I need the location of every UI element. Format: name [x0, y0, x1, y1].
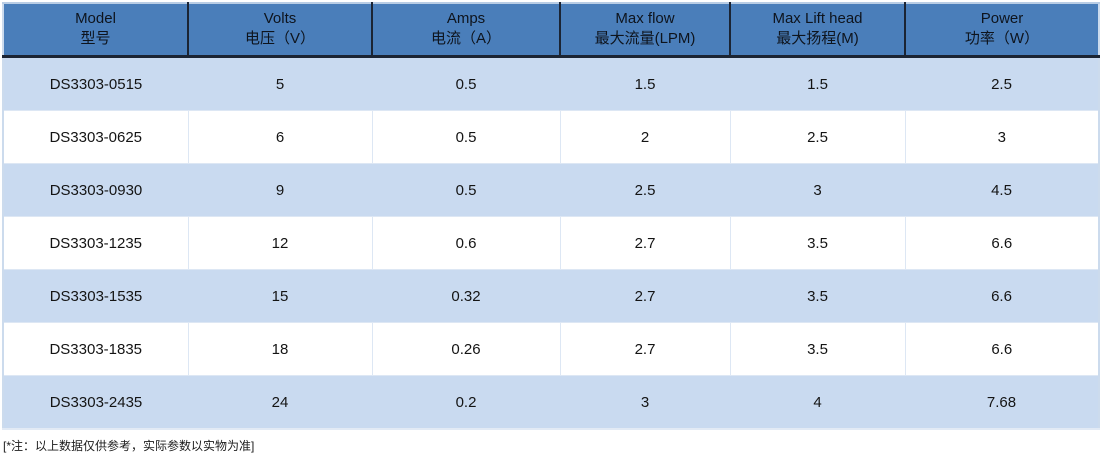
column-header-max-flow: Max flow 最大流量(LPM) — [560, 2, 731, 58]
cell-max-flow: 2.7 — [560, 269, 730, 323]
cell-max-flow: 2.7 — [559, 216, 731, 270]
table-row: DS3303-1835 18 0.26 2.7 3.5 6.6 — [2, 322, 1100, 376]
cell-model: DS3303-2435 — [3, 375, 188, 429]
cell-amps: 0.5 — [372, 56, 560, 111]
cell-power: 6.6 — [905, 269, 1099, 323]
cell-max-lift: 1.5 — [730, 56, 905, 111]
cell-max-flow: 2.5 — [560, 163, 730, 217]
table-row: DS3303-1535 15 0.32 2.7 3.5 6.6 — [3, 269, 1099, 323]
cell-power: 3 — [904, 110, 1100, 164]
footnote: [*注：以上数据仅供参考，实际参数以实物为准] — [3, 439, 255, 453]
table-row: DS3303-1235 12 0.6 2.7 3.5 6.6 — [2, 216, 1100, 270]
header-power-zh: 功率（W） — [964, 30, 1040, 47]
table-row: DS3303-0930 9 0.5 2.5 3 4.5 — [3, 163, 1099, 217]
cell-max-flow: 2.7 — [559, 322, 731, 376]
header-amps-en: Amps — [446, 10, 486, 27]
cell-model: DS3303-0515 — [3, 56, 188, 111]
header-amps-zh: 电流（A） — [430, 30, 501, 47]
cell-power: 6.6 — [904, 216, 1100, 270]
table-header: Model 型号 Volts 电压（V） Amps 电流（A） Max flow… — [3, 2, 1099, 58]
cell-max-lift: 2.5 — [729, 110, 906, 164]
header-model-en: Model — [75, 10, 116, 27]
header-row: Model 型号 Volts 电压（V） Amps 电流（A） Max flow… — [3, 2, 1099, 58]
cell-volts: 6 — [187, 110, 373, 164]
cell-amps: 0.6 — [371, 216, 561, 270]
header-volts-en: Volts — [263, 10, 297, 27]
header-flow-en: Max flow — [615, 10, 675, 27]
pump-spec-table: Model 型号 Volts 电压（V） Amps 电流（A） Max flow… — [2, 2, 1100, 430]
column-header-power: Power 功率（W） — [905, 2, 1099, 58]
cell-volts: 12 — [187, 216, 373, 270]
column-header-max-lift: Max Lift head 最大扬程(M) — [730, 2, 906, 58]
column-header-amps: Amps 电流（A） — [372, 2, 561, 58]
column-header-volts: Volts 电压（V） — [188, 2, 373, 58]
header-lift-en: Max Lift head — [772, 10, 863, 27]
cell-model: DS3303-0930 — [3, 163, 188, 217]
cell-amps: 0.32 — [372, 269, 560, 323]
cell-amps: 0.5 — [372, 163, 560, 217]
cell-power: 2.5 — [905, 56, 1099, 111]
table-row: DS3303-0625 6 0.5 2 2.5 3 — [2, 110, 1100, 164]
table-row: DS3303-0515 5 0.5 1.5 1.5 2.5 — [3, 56, 1099, 111]
cell-model: DS3303-1535 — [3, 269, 188, 323]
header-lift-zh: 最大扬程(M) — [776, 30, 859, 47]
header-volts-zh: 电压（V） — [244, 30, 315, 47]
header-model-zh: 型号 — [80, 30, 111, 47]
cell-max-flow: 1.5 — [560, 56, 730, 111]
cell-amps: 0.26 — [371, 322, 561, 376]
cell-max-lift: 4 — [730, 375, 905, 429]
cell-volts: 24 — [188, 375, 372, 429]
column-header-model: Model 型号 — [3, 2, 189, 58]
cell-model: DS3303-1835 — [2, 322, 189, 376]
cell-model: DS3303-1235 — [2, 216, 189, 270]
cell-max-lift: 3.5 — [729, 216, 906, 270]
cell-power: 6.6 — [904, 322, 1100, 376]
cell-max-lift: 3 — [730, 163, 905, 217]
cell-max-lift: 3.5 — [730, 269, 905, 323]
cell-max-flow: 3 — [560, 375, 730, 429]
cell-volts: 5 — [188, 56, 372, 111]
cell-volts: 15 — [188, 269, 372, 323]
table-body: DS3303-0515 5 0.5 1.5 1.5 2.5 DS3303-062… — [2, 56, 1100, 429]
table-row: DS3303-2435 24 0.2 3 4 7.68 — [3, 375, 1099, 429]
cell-power: 4.5 — [905, 163, 1099, 217]
header-power-en: Power — [980, 10, 1024, 27]
cell-max-flow: 2 — [559, 110, 731, 164]
header-flow-zh: 最大流量(LPM) — [594, 30, 696, 47]
cell-volts: 18 — [187, 322, 373, 376]
cell-max-lift: 3.5 — [729, 322, 906, 376]
cell-amps: 0.5 — [371, 110, 561, 164]
cell-model: DS3303-0625 — [2, 110, 189, 164]
cell-volts: 9 — [188, 163, 372, 217]
cell-amps: 0.2 — [372, 375, 560, 429]
cell-power: 7.68 — [905, 375, 1099, 429]
